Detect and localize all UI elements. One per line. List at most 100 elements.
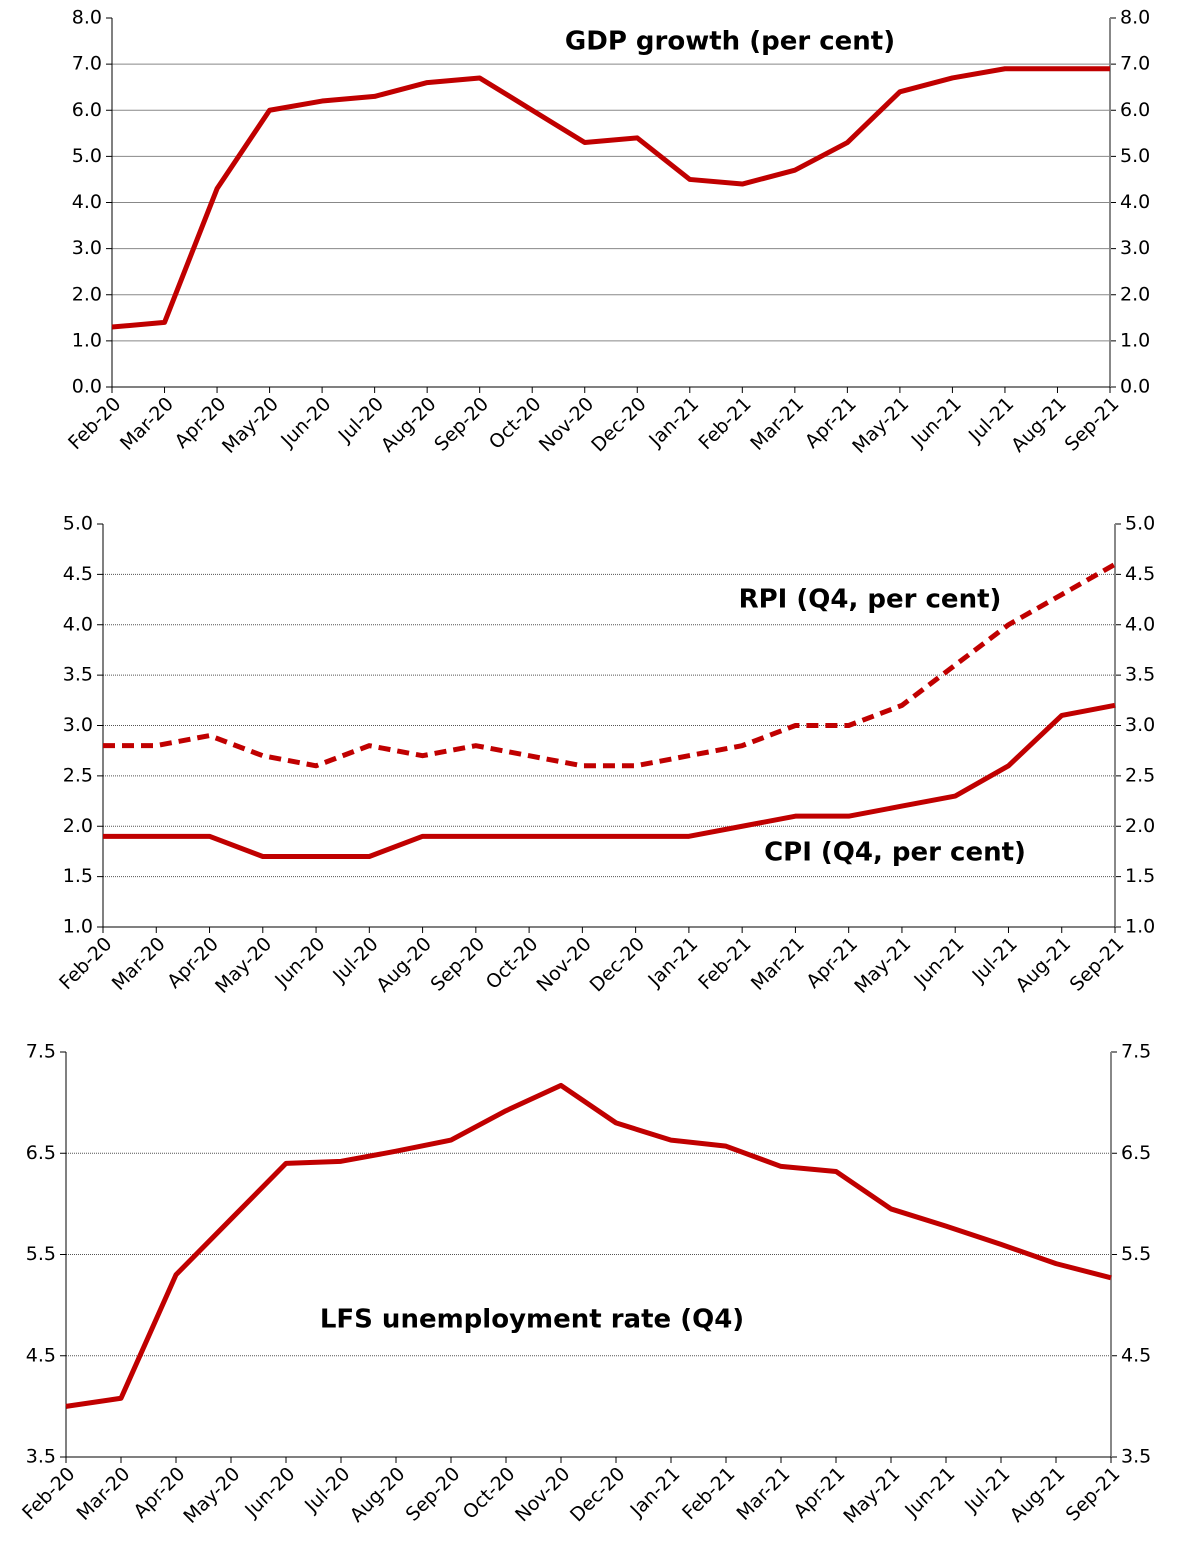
y2-tick-label: 7.0 xyxy=(1120,53,1150,75)
x-tick-label: Feb-20 xyxy=(55,933,116,994)
x-tick-label: Mar-21 xyxy=(747,933,809,995)
x-tick-label: May-21 xyxy=(848,393,913,458)
x-tick-label: Mar-20 xyxy=(116,393,178,455)
x-tick-label: Mar-20 xyxy=(108,933,170,995)
x-tick-label: Mar-21 xyxy=(732,1463,794,1525)
y-tick-label: 5.5 xyxy=(26,1243,56,1265)
x-tick-label: Dec-20 xyxy=(566,1463,630,1527)
x-tick-label: May-21 xyxy=(839,1463,904,1528)
x-tick-label: Feb-20 xyxy=(64,393,125,454)
y-tick-label: 7.5 xyxy=(26,1041,56,1063)
y2-tick-label: 3.5 xyxy=(1125,664,1155,686)
y2-tick-label: 6.0 xyxy=(1120,99,1150,121)
y2-tick-label: 5.5 xyxy=(1121,1243,1151,1265)
y-tick-label: 8.0 xyxy=(72,7,102,29)
y2-tick-label: 2.0 xyxy=(1120,283,1150,305)
x-tick-label: Sep-20 xyxy=(426,933,489,996)
y-tick-label: 1.5 xyxy=(63,865,93,887)
x-tick-label: May-20 xyxy=(179,1463,244,1528)
x-tick-label: Jun-21 xyxy=(900,1463,959,1522)
y2-tick-label: 3.0 xyxy=(1120,237,1150,259)
y2-tick-label: 4.0 xyxy=(1125,613,1155,635)
y2-tick-label: 4.5 xyxy=(1125,563,1155,585)
x-tick-label: Mar-21 xyxy=(746,393,808,455)
x-tick-label: Jun-21 xyxy=(909,933,968,992)
series-label: CPI (Q4, per cent) xyxy=(764,838,1026,868)
x-tick-label: Feb-21 xyxy=(694,393,755,454)
y2-tick-label: 1.0 xyxy=(1120,329,1150,351)
x-tick-label: Aug-21 xyxy=(1011,933,1075,997)
y-tick-label: 2.0 xyxy=(63,815,93,837)
line xyxy=(111,66,1110,330)
x-tick-label: May-20 xyxy=(211,933,276,998)
y2-tick-label: 8.0 xyxy=(1120,7,1150,29)
x-tick-label: Jun-20 xyxy=(276,393,335,452)
x-tick-label: Aug-21 xyxy=(1006,1463,1070,1527)
y-tick-label: 5.0 xyxy=(72,145,102,167)
y2-tick-label: 6.5 xyxy=(1121,1142,1151,1164)
x-tick-label: Aug-20 xyxy=(377,393,441,457)
x-tick-label: Sep-21 xyxy=(1066,933,1129,996)
x-tick-label: Aug-21 xyxy=(1007,393,1071,457)
y-tick-label: 4.0 xyxy=(72,191,102,213)
y-tick-label: 2.5 xyxy=(63,764,93,786)
x-tick-label: Jan-21 xyxy=(644,393,703,452)
y-tick-label: 3.0 xyxy=(63,714,93,736)
x-tick-label: Feb-21 xyxy=(694,933,755,994)
y2-tick-label: 0.0 xyxy=(1120,376,1150,398)
x-tick-label: Jan-21 xyxy=(626,1463,685,1522)
x-tick-label: Aug-20 xyxy=(346,1463,410,1527)
y2-tick-label: 3.0 xyxy=(1125,714,1155,736)
y-tick-label: 4.5 xyxy=(26,1344,56,1366)
y2-tick-label: 4.5 xyxy=(1121,1344,1151,1366)
y2-tick-label: 1.5 xyxy=(1125,865,1155,887)
y-tick-label: 3.5 xyxy=(26,1446,56,1468)
x-tick-label: Dec-20 xyxy=(586,933,650,997)
y-tick-label: 4.0 xyxy=(63,613,93,635)
y2-tick-label: 1.0 xyxy=(1125,916,1155,938)
x-tick-label: Mar-20 xyxy=(72,1463,134,1525)
y-tick-label: 2.0 xyxy=(72,283,102,305)
x-tick-label: Feb-21 xyxy=(678,1463,739,1524)
x-tick-label: Oct-20 xyxy=(459,1463,520,1524)
series-label: RPI (Q4, per cent) xyxy=(739,585,1002,615)
chart-title: GDP growth (per cent) xyxy=(565,27,895,57)
x-tick-label: Sep-21 xyxy=(1062,1463,1125,1526)
x-tick-label: Jun-21 xyxy=(907,393,966,452)
y-tick-label: 1.0 xyxy=(63,916,93,938)
y-tick-label: 3.0 xyxy=(72,237,102,259)
x-tick-label: May-20 xyxy=(218,393,283,458)
x-tick-label: Oct-20 xyxy=(485,393,546,454)
y2-tick-label: 3.5 xyxy=(1121,1446,1151,1468)
x-tick-label: Oct-20 xyxy=(482,933,543,994)
x-tick-label: Nov-20 xyxy=(535,393,598,456)
y2-tick-label: 2.5 xyxy=(1125,764,1155,786)
x-tick-label: Sep-20 xyxy=(430,393,493,456)
y-tick-label: 7.0 xyxy=(72,53,102,75)
y-tick-label: 4.5 xyxy=(63,563,93,585)
x-tick-label: May-21 xyxy=(850,933,915,998)
y-tick-label: 6.5 xyxy=(26,1142,56,1164)
x-tick-label: Sep-21 xyxy=(1061,393,1124,456)
y-tick-label: 5.0 xyxy=(63,513,93,535)
y2-tick-label: 5.0 xyxy=(1125,513,1155,535)
x-tick-label: Jun-20 xyxy=(270,933,329,992)
x-tick-label: Aug-20 xyxy=(372,933,436,997)
y2-tick-label: 4.0 xyxy=(1120,191,1150,213)
x-tick-label: Feb-20 xyxy=(18,1463,79,1524)
y2-tick-label: 7.5 xyxy=(1121,1041,1151,1063)
line xyxy=(103,702,1116,859)
y2-tick-label: 5.0 xyxy=(1120,145,1150,167)
chart-title: LFS unemployment rate (Q4) xyxy=(320,1305,744,1335)
x-tick-label: Jun-20 xyxy=(240,1463,299,1522)
y-tick-label: 1.0 xyxy=(72,329,102,351)
line xyxy=(65,1082,1112,1409)
y-tick-label: 0.0 xyxy=(72,376,102,398)
y2-tick-label: 2.0 xyxy=(1125,815,1155,837)
x-tick-label: Jan-21 xyxy=(643,933,702,992)
x-tick-label: Nov-20 xyxy=(532,933,595,996)
x-tick-label: Dec-20 xyxy=(587,393,651,457)
x-tick-label: Nov-20 xyxy=(511,1463,574,1526)
y-tick-label: 6.0 xyxy=(72,99,102,121)
